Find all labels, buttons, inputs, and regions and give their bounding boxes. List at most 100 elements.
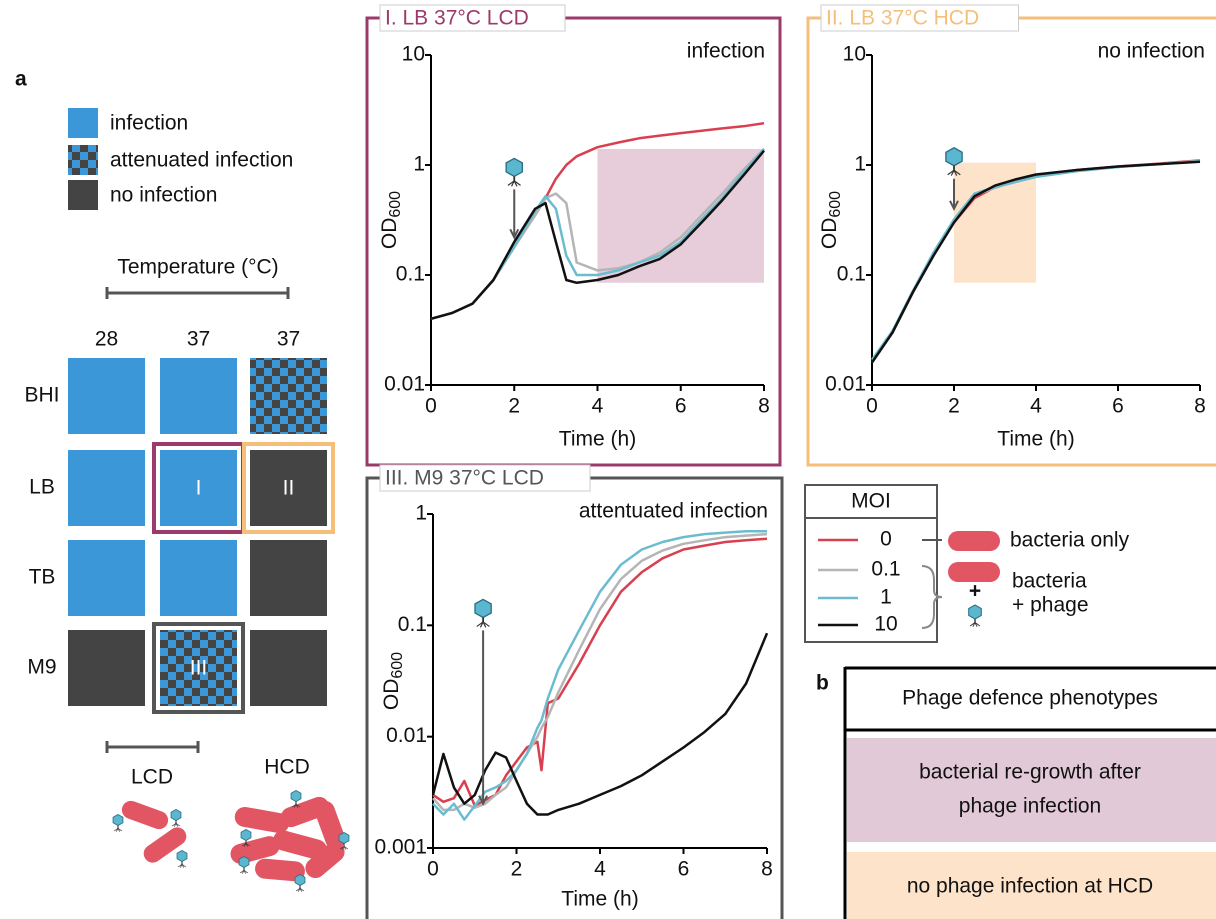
- phage-leg: [116, 828, 119, 832]
- series-line: [430, 149, 765, 321]
- annotation: infection: [687, 40, 765, 63]
- x-tick-label: 4: [592, 395, 604, 418]
- x-axis-label: Time (h): [559, 428, 636, 451]
- phage-leg: [974, 622, 981, 627]
- cell-inner: [156, 446, 241, 530]
- phage-head: [968, 604, 982, 620]
- phage-head: [338, 832, 350, 844]
- phage-leg: [113, 827, 119, 832]
- shaded-region: [954, 162, 1036, 283]
- bacterium: [234, 806, 290, 834]
- bacterium: [314, 800, 346, 850]
- series-line: [431, 632, 769, 816]
- moi-legend-label: 10: [874, 613, 897, 636]
- phage-head: [112, 814, 124, 826]
- legend-note: + phage: [1012, 594, 1089, 617]
- moi-legend-label: 0.1: [871, 558, 900, 581]
- condition-cell: [68, 450, 145, 526]
- cell-frame: [242, 442, 335, 534]
- panel-title: III. M9 37°C LCD: [385, 467, 544, 490]
- condition-cell: [250, 358, 327, 434]
- bacterium: [280, 796, 330, 828]
- condition-cell: [250, 630, 327, 706]
- phage-head: [945, 146, 963, 167]
- y-tick-label: 1: [854, 153, 866, 176]
- x-tick-label: 2: [508, 395, 520, 418]
- phage-head: [474, 598, 492, 619]
- hcd-label: HCD: [264, 756, 310, 779]
- y-tick-label: 0.1: [398, 613, 427, 636]
- condition-cell: [250, 450, 327, 526]
- legend-swatch: [68, 108, 98, 138]
- bacterium: [255, 858, 305, 882]
- phage-icon: [240, 829, 252, 847]
- phage-leg: [953, 169, 961, 176]
- y-tick-label: 0.001: [374, 836, 427, 859]
- phage-leg: [299, 887, 305, 892]
- phage-leg: [511, 180, 515, 187]
- phage-leg: [180, 864, 183, 868]
- phage-leg: [339, 845, 345, 850]
- condition-cell: [160, 540, 237, 616]
- x-tick-label: 0: [866, 395, 878, 418]
- phage-leg: [947, 169, 955, 176]
- panel-label: b: [816, 672, 829, 695]
- phage-leg: [295, 803, 301, 808]
- condition-cell: [250, 540, 327, 616]
- phage-leg: [175, 822, 181, 827]
- phage-leg: [513, 180, 521, 186]
- series-line: [432, 529, 767, 821]
- condition-cell: [160, 630, 237, 706]
- phage-leg: [972, 622, 976, 627]
- y-tick-label: 10: [843, 43, 866, 66]
- series-line: [432, 537, 768, 807]
- title-box: [379, 464, 591, 492]
- bacterium: [143, 827, 187, 863]
- legend-swatch: [68, 180, 98, 210]
- x-tick-label: 4: [1030, 395, 1042, 418]
- phage-head: [290, 790, 302, 802]
- phage-icon: [238, 856, 250, 874]
- legend-brace: [921, 565, 943, 629]
- y-axis-label-main: OD: [380, 679, 403, 711]
- x-axis-label: Time (h): [997, 428, 1074, 451]
- moi-legend-box: [804, 484, 938, 643]
- y-tick-label: 0.01: [825, 373, 866, 396]
- row-label: BHI: [24, 384, 59, 407]
- moi-legend-label: 1: [880, 586, 892, 609]
- x-tick-label: 8: [758, 395, 770, 418]
- phage-icon: [176, 850, 188, 868]
- phage-icon: [294, 874, 306, 892]
- phage-leg: [294, 804, 297, 808]
- phage-leg: [245, 842, 251, 847]
- y-axis-label-sub: 600: [827, 191, 844, 218]
- panel-label: a: [15, 68, 27, 91]
- row-label: TB: [29, 566, 56, 589]
- panel-frame: [806, 16, 1216, 467]
- y-tick-label: 1: [415, 502, 427, 525]
- y-tick-label: 1: [413, 153, 425, 176]
- y-axis-label-main: OD: [818, 218, 841, 250]
- bacterium: [948, 531, 1000, 551]
- phage-leg: [171, 822, 177, 827]
- condition-cell: [68, 630, 145, 706]
- phage-icon: [170, 809, 182, 827]
- legend-plus: +: [969, 580, 981, 603]
- phage-head: [505, 157, 524, 178]
- table-cell: phage infection: [959, 795, 1101, 818]
- panel-title: II. LB 37°C HCD: [826, 7, 979, 30]
- y-axis-label: OD600: [380, 652, 407, 710]
- bacterium: [305, 841, 345, 879]
- y-tick-label: 10: [402, 43, 425, 66]
- x-tick-label: 8: [1194, 395, 1206, 418]
- x-tick-label: 6: [1112, 395, 1124, 418]
- phage-leg: [117, 827, 123, 832]
- table-header: Phage defence phenotypes: [902, 687, 1158, 710]
- axes: [432, 514, 767, 849]
- legend-swatch: [68, 145, 98, 175]
- title-box: [820, 4, 1019, 32]
- legend-label: attenuated infection: [110, 149, 293, 172]
- phage-icon: [290, 790, 302, 808]
- bacterium: [273, 830, 327, 860]
- phage-leg: [242, 870, 245, 874]
